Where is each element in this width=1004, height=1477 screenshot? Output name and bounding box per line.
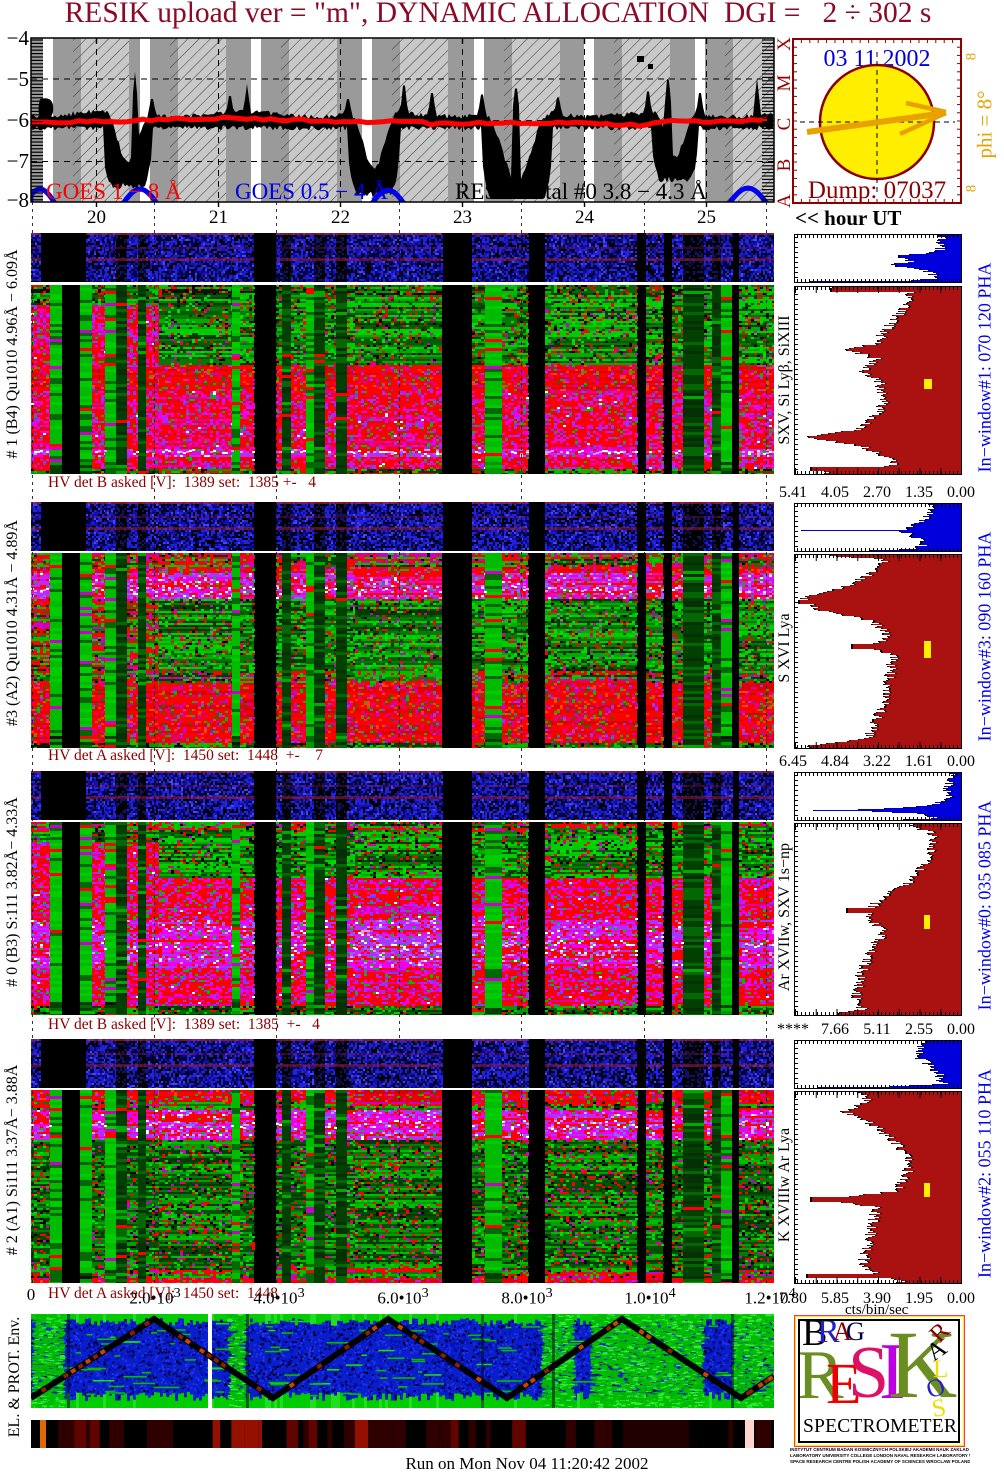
svg-text:Dump: 07037: Dump: 07037 (808, 177, 946, 204)
svg-text:GOES 0.5 − 4 Å: GOES 0.5 − 4 Å (235, 179, 388, 204)
svg-text:RESIK total #0 3.8 − 4.3 Å: RESIK total #0 3.8 − 4.3 Å (455, 179, 707, 204)
svg-text:−6: −6 (7, 108, 29, 132)
svg-text:−5: −5 (7, 67, 29, 91)
svg-text:−7: −7 (7, 149, 29, 173)
svg-text:GOES 1 − 8 Å: GOES 1 − 8 Å (46, 179, 182, 204)
svg-text:−8: −8 (7, 188, 29, 212)
svg-text:−4: −4 (7, 26, 30, 50)
